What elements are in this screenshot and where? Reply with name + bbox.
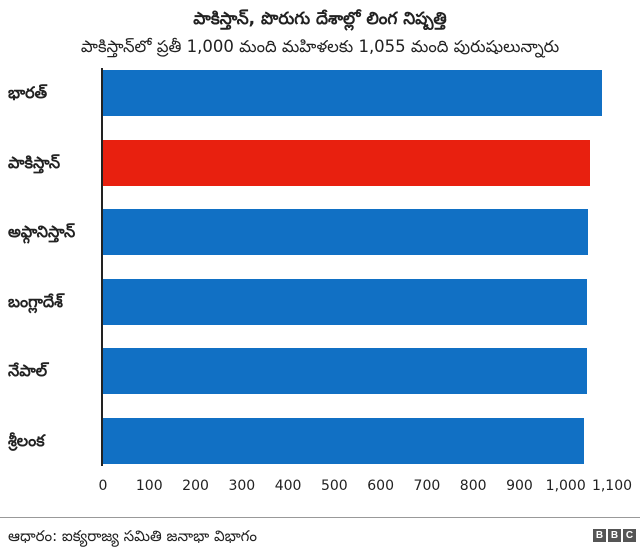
bar (103, 278, 587, 325)
category-label: నేపాల్ (8, 361, 48, 381)
bar (103, 348, 587, 395)
bbc-logo-letter: B (608, 529, 621, 542)
bbc-logo-letter: B (593, 529, 606, 542)
y-axis-line (101, 68, 103, 466)
bar (103, 139, 591, 186)
x-tick-label: 0 (98, 478, 108, 494)
x-tick-label: 700 (413, 478, 441, 494)
chart-subtitle: పాకిస్తాన్‌లో ప్రతీ 1,000 మంది మహిళలకు 1… (80, 37, 560, 56)
x-tick-label: 300 (228, 478, 256, 494)
category-label: భారత్ (8, 83, 48, 102)
x-tick-label: 500 (320, 478, 348, 494)
x-tick-label: 600 (367, 478, 394, 494)
x-tick-label: 900 (506, 478, 533, 494)
x-tick-label: 200 (182, 478, 209, 494)
category-label: పాకిస్తాన్ (8, 152, 61, 172)
category-label: బంగ్లాదేశ్ (8, 291, 63, 311)
bar (103, 209, 588, 256)
bar-chart: భారత్ పాకిస్తాన్ అఫ్గానిస్తాన్ బంగ్లాదేశ్ నే… (8, 68, 633, 494)
bar (103, 70, 602, 116)
category-label: అఫ్గానిస్తాన్ (8, 222, 76, 242)
chart-title: పాకిస్తాన్, పొరుగు దేశాల్లో లింగ నిష్పత్… (193, 9, 447, 29)
category-label: శ్రీలంక (8, 431, 45, 450)
source-note: ఆధారం: ఐక్యరాజ్య సమితి జనాభా విభాగం (8, 527, 258, 545)
x-tick-label: 1,100 (591, 478, 633, 494)
bbc-logo: B B C (593, 529, 636, 542)
x-tick-label: 100 (135, 478, 163, 494)
x-tick-label: 400 (274, 478, 302, 494)
x-tick-label: 800 (459, 478, 487, 494)
x-tick-label: 1,000 (545, 478, 586, 494)
bbc-logo-letter: C (623, 529, 636, 542)
bar (103, 418, 585, 464)
footer-divider (0, 517, 640, 518)
